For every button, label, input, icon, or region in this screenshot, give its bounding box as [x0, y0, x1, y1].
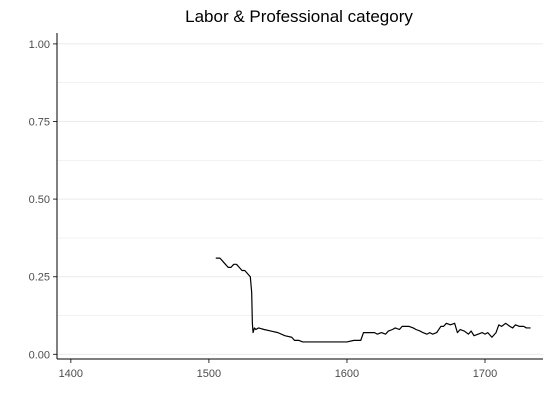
grid: [57, 43, 543, 355]
x-axis-ticks: 1400 1500 1600 1700: [59, 359, 497, 380]
y-tick-label: 0.00: [29, 349, 50, 361]
y-tick-label: 0.25: [29, 272, 50, 284]
y-axis-ticks: 0.00 0.25 0.50 0.75 1.00: [29, 39, 57, 361]
x-tick-label: 1500: [197, 368, 221, 380]
x-tick-label: 1400: [59, 368, 83, 380]
chart-title: Labor & Professional category: [185, 7, 413, 26]
x-tick-label: 1700: [473, 368, 497, 380]
x-tick-label: 1600: [335, 368, 359, 380]
y-tick-label: 1.00: [29, 39, 50, 51]
series-line: [215, 257, 531, 343]
y-tick-label: 0.50: [29, 194, 50, 206]
y-tick-label: 0.75: [29, 116, 50, 128]
